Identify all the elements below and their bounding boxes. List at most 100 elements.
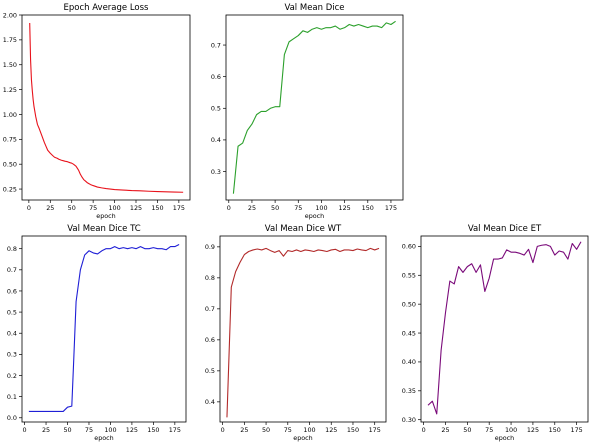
y-tick-label: 1.25	[3, 86, 17, 94]
y-tick-label: 0.7	[7, 266, 17, 274]
x-tick-label: 125	[130, 204, 142, 212]
x-tick-label: 100	[315, 204, 327, 212]
x-tick-label: 75	[485, 426, 493, 434]
y-tick-label: 0.5	[211, 105, 221, 113]
x-tick-label: 125	[325, 426, 337, 434]
x-tick-label: 75	[294, 204, 302, 212]
y-tick-label: 0.75	[3, 136, 17, 144]
y-tick-label: 1.75	[3, 36, 17, 44]
y-tick-label: 0.7	[205, 305, 215, 313]
x-tick-label: 50	[463, 426, 471, 434]
y-tick-label: 0.5	[205, 367, 215, 375]
x-tick-label: 0	[227, 204, 231, 212]
series-line	[28, 243, 180, 412]
x-tick-label: 25	[46, 204, 54, 212]
y-tick-label: 0.4	[7, 330, 17, 338]
x-tick-label: 150	[147, 426, 159, 434]
x-tick-label: 150	[362, 204, 374, 212]
x-tick-label: 50	[63, 426, 71, 434]
plot-frame	[21, 14, 191, 201]
series-line	[232, 20, 396, 194]
x-tick-label: 75	[89, 204, 97, 212]
x-axis-label: epoch	[96, 212, 115, 220]
x-tick-label: 0	[422, 426, 426, 434]
x-tick-label: 175	[571, 426, 583, 434]
x-tick-label: 125	[527, 426, 539, 434]
x-tick-label: 0	[221, 426, 225, 434]
x-tick-label: 0	[27, 204, 31, 212]
x-tick-label: 75	[85, 426, 93, 434]
x-tick-label: 125	[126, 426, 138, 434]
y-tick-label: 0.45	[402, 329, 416, 337]
y-tick-label: 1.50	[3, 61, 17, 69]
chart-epoch-average-loss: Epoch Average Loss 0 25 50 75 100 125 150 175 0.2…	[3, 3, 191, 220]
y-tick-label: 0.50	[3, 160, 17, 168]
y-tick-label: 2.00	[3, 11, 17, 19]
y-tick-label: 0.2	[7, 372, 17, 380]
x-tick-label: 75	[284, 426, 292, 434]
chart-title: Val Mean Dice WT	[265, 224, 342, 234]
chart-title: Val Mean Dice	[284, 3, 344, 13]
x-tick-label: 100	[303, 426, 315, 434]
series-line	[226, 247, 380, 418]
chart-val-mean-dice: Val Mean Dice 0 25 50 75 100 125 150 175 0.3 0.4 0.…	[211, 3, 404, 220]
x-axis-label: epoch	[305, 212, 324, 220]
y-tick-label: 0.30	[402, 416, 416, 424]
y-tick-label: 0.8	[205, 274, 215, 282]
y-tick-label: 0.60	[402, 243, 416, 251]
y-tick-label: 0.0	[7, 414, 17, 422]
x-tick-label: 175	[385, 204, 397, 212]
x-tick-label: 50	[68, 204, 76, 212]
y-tick-label: 0.50	[402, 300, 416, 308]
x-tick-label: 150	[151, 204, 163, 212]
series-line	[427, 241, 582, 415]
x-axis-label: epoch	[293, 434, 312, 442]
y-tick-label: 1.00	[3, 111, 17, 119]
y-tick-label: 0.25	[3, 185, 17, 193]
y-tick-label: 0.7	[211, 41, 221, 49]
y-tick-label: 0.5	[7, 308, 17, 316]
y-tick-label: 0.9	[205, 243, 215, 251]
chart-val-mean-dice-tc: Val Mean Dice TC 0 25 50 75 100 125 150 175 0.0 0.…	[7, 224, 187, 442]
x-tick-label: 0	[23, 426, 27, 434]
x-tick-label: 25	[441, 426, 449, 434]
y-tick-label: 0.35	[402, 387, 416, 395]
chart-val-mean-dice-wt: Val Mean Dice WT 0 25 50 75 100 125 150 175 0.4 0.…	[205, 224, 387, 442]
y-tick-label: 0.40	[402, 358, 416, 366]
x-tick-label: 50	[271, 204, 279, 212]
y-tick-label: 0.4	[211, 136, 221, 144]
series-line	[29, 22, 184, 193]
x-tick-label: 125	[339, 204, 351, 212]
x-tick-label: 25	[240, 426, 248, 434]
x-tick-label: 25	[42, 426, 50, 434]
plot-frame	[420, 235, 589, 423]
x-tick-label: 50	[262, 426, 270, 434]
x-tick-label: 25	[248, 204, 256, 212]
y-tick-label: 0.6	[205, 336, 215, 344]
x-tick-label: 100	[505, 426, 517, 434]
plot-frame	[21, 235, 187, 423]
x-tick-label: 100	[108, 204, 120, 212]
x-tick-label: 100	[104, 426, 116, 434]
y-tick-label: 0.1	[7, 393, 17, 401]
plot-frame	[219, 235, 387, 423]
chart-title: Epoch Average Loss	[64, 3, 150, 13]
plot-frame	[225, 14, 404, 201]
chart-title: Val Mean Dice ET	[468, 224, 542, 234]
y-tick-label: 0.4	[205, 398, 215, 406]
y-tick-label: 0.6	[211, 73, 221, 81]
x-tick-label: 150	[549, 426, 561, 434]
y-tick-label: 0.6	[7, 287, 17, 295]
chart-title: Val Mean Dice TC	[67, 224, 140, 234]
x-tick-label: 175	[173, 204, 185, 212]
y-tick-label: 0.8	[7, 245, 17, 253]
chart-val-mean-dice-et: Val Mean Dice ET 0 25 50 75 100 125 150 175 0.30 0…	[402, 224, 589, 442]
x-tick-label: 175	[369, 426, 381, 434]
x-axis-label: epoch	[495, 434, 514, 442]
y-tick-label: 0.3	[211, 168, 221, 176]
x-tick-label: 150	[347, 426, 359, 434]
y-tick-label: 0.55	[402, 272, 416, 280]
x-tick-label: 175	[169, 426, 181, 434]
y-tick-label: 0.3	[7, 351, 17, 359]
